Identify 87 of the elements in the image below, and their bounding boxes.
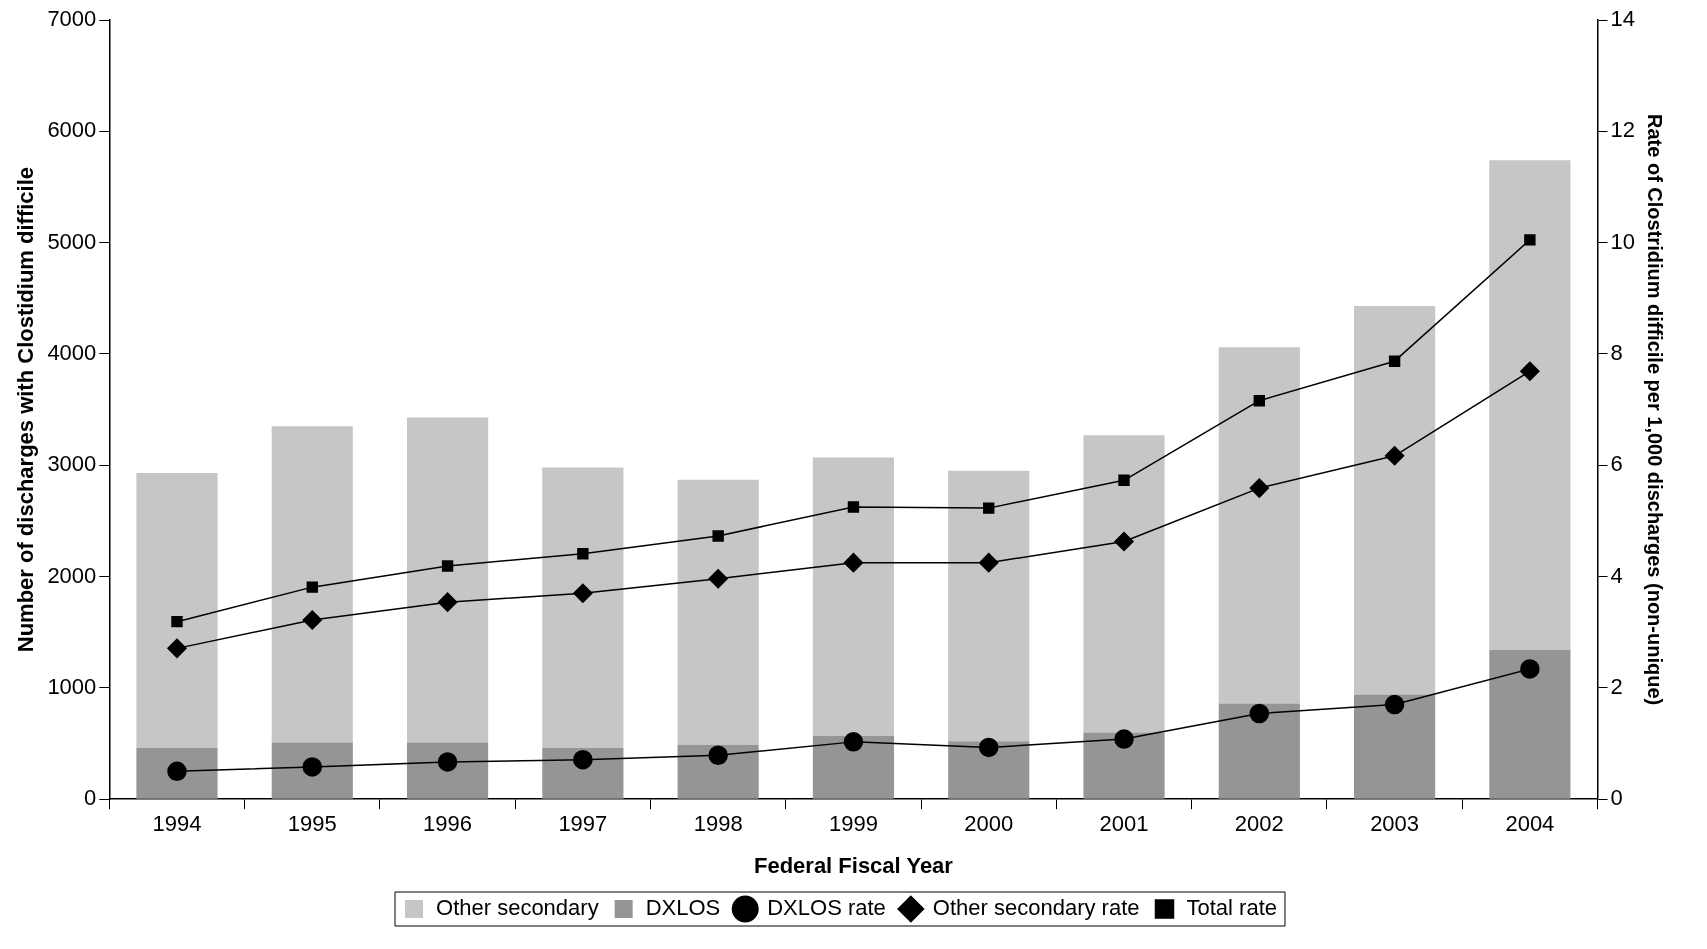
- x-tick-label: 1996: [423, 811, 473, 837]
- point: [1384, 446, 1405, 466]
- bar: [542, 467, 624, 748]
- point: [302, 610, 323, 630]
- point: [1520, 659, 1540, 679]
- point: [712, 530, 724, 542]
- bar: [812, 735, 895, 799]
- x-tick-label: 1999: [828, 811, 878, 837]
- y-tick-label: 7000: [47, 6, 97, 32]
- point: [577, 548, 589, 560]
- y2-tick-label: 6: [1610, 451, 1623, 477]
- y-tick-label: 3000: [47, 451, 97, 477]
- bar: [1489, 650, 1571, 799]
- x-tick-label: 2001: [1099, 811, 1149, 837]
- point: [983, 502, 995, 514]
- legend-label: DXLOS rate: [767, 895, 886, 921]
- point: [306, 581, 318, 593]
- y2-tick-label: 8: [1610, 340, 1623, 366]
- y-tick-label: 2000: [47, 562, 97, 588]
- point: [171, 615, 183, 628]
- point: [1249, 703, 1270, 724]
- point: [1114, 531, 1134, 552]
- y2-tick-label: 12: [1610, 117, 1636, 143]
- y-axis-title: Number of discharges with Clostidium difficile: [13, 166, 39, 653]
- bar: [1083, 732, 1165, 799]
- point: [847, 501, 860, 513]
- bar: [542, 748, 624, 799]
- x-tick-label: 2000: [964, 811, 1014, 837]
- bar: [271, 742, 353, 799]
- bar: [1218, 703, 1300, 799]
- y-tick-label: 4000: [47, 340, 97, 366]
- y-tick-label: 5000: [47, 228, 97, 254]
- point: [167, 638, 187, 659]
- point: [1114, 729, 1134, 749]
- y2-tick-label: 2: [1610, 673, 1623, 699]
- point: [978, 552, 999, 573]
- point: [441, 560, 454, 572]
- point: [1388, 355, 1401, 367]
- y2-tick-label: 4: [1610, 562, 1623, 588]
- legend-label: Other secondary rate: [932, 895, 1140, 921]
- bar: [406, 742, 489, 799]
- point: [1520, 361, 1540, 381]
- x-tick-label: 2004: [1505, 811, 1555, 837]
- x-tick-label: 2002: [1234, 811, 1284, 837]
- point: [573, 749, 593, 770]
- y2-tick-label: 14: [1610, 6, 1636, 32]
- bar: [677, 479, 759, 745]
- bar: [677, 744, 759, 799]
- bar: [1083, 435, 1165, 733]
- bar: [948, 741, 1030, 799]
- point: [1253, 395, 1266, 407]
- point: [1249, 478, 1270, 498]
- point: [843, 552, 864, 573]
- y-tick-label: 0: [84, 785, 97, 811]
- x-tick-label: 1995: [287, 811, 337, 837]
- y2-tick-label: 0: [1610, 785, 1623, 811]
- legend-label: DXLOS: [645, 895, 721, 921]
- point: [1384, 694, 1405, 715]
- bar: [271, 426, 353, 743]
- legend-label: Other secondary: [436, 895, 599, 921]
- bar: [948, 470, 1030, 742]
- bar: [136, 473, 218, 748]
- x-tick-label: 1997: [558, 811, 608, 837]
- x-tick-label: 2003: [1370, 811, 1420, 837]
- legend-label: Total rate: [1186, 895, 1277, 921]
- bar: [136, 748, 218, 799]
- point: [1524, 234, 1536, 246]
- y2-tick-label: 10: [1610, 228, 1636, 254]
- bar: [1354, 306, 1436, 695]
- y-tick-label: 6000: [47, 117, 97, 143]
- point: [437, 592, 458, 612]
- x-axis-title: Federal Fiscal Year: [753, 852, 954, 878]
- point: [1118, 474, 1130, 486]
- x-tick-label: 1998: [693, 811, 743, 837]
- bar: [812, 457, 895, 736]
- y2-axis-title: Rate of Clostridium difficile per 1,000 discharges (non-unique): [1644, 114, 1667, 706]
- point: [573, 583, 593, 604]
- x-tick-label: 1994: [152, 811, 202, 837]
- bar: [1218, 347, 1300, 704]
- bar: [406, 417, 489, 743]
- bar: [1489, 160, 1571, 651]
- bar: [1354, 694, 1436, 799]
- point: [843, 732, 864, 752]
- point: [708, 745, 728, 765]
- point: [708, 569, 728, 589]
- point: [978, 737, 999, 758]
- y-tick-label: 1000: [47, 673, 97, 699]
